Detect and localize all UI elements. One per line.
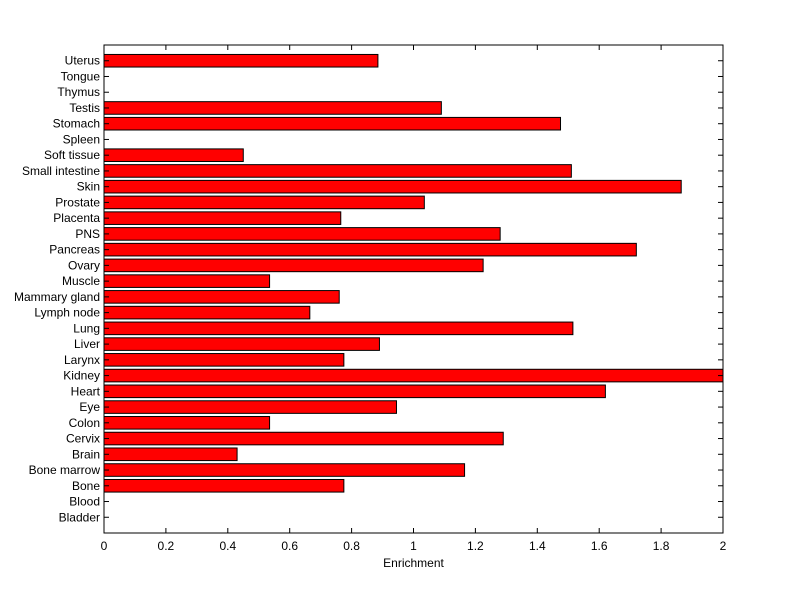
y-tick-label: Placenta (53, 211, 100, 225)
y-tick-label: Muscle (62, 274, 100, 288)
bar-ovary (103, 258, 484, 273)
y-tick-label: Tongue (61, 69, 101, 83)
x-tick-label: 1.6 (591, 539, 608, 553)
y-tick-label: Heart (71, 384, 101, 398)
bar-bone-marrow (103, 463, 466, 477)
x-tick-label: 0.2 (158, 539, 175, 553)
x-axis-label: Enrichment (383, 556, 444, 570)
x-tick-label: 0.4 (219, 539, 236, 553)
y-tick-label: Mammary gland (14, 290, 100, 304)
axes-box (103, 44, 724, 534)
bar-uterus (103, 53, 379, 68)
x-tick-label: 1.2 (467, 539, 484, 553)
bar-eye (103, 400, 397, 414)
y-tick-label: Blood (69, 495, 100, 509)
y-tick-label: Skin (77, 180, 100, 194)
bar-cervix (103, 431, 504, 446)
x-tick-label: 0.8 (343, 539, 360, 553)
bar-larynx (103, 353, 345, 367)
y-tick-label: Prostate (55, 195, 100, 209)
y-tick-label: Eye (79, 400, 100, 414)
y-tick-label: Brain (72, 447, 100, 461)
x-tick-label: 0.6 (281, 539, 298, 553)
y-tick-label: Kidney (63, 369, 100, 383)
y-tick-label: PNS (75, 227, 100, 241)
bar-lung (103, 321, 574, 336)
y-tick-label: Bladder (59, 510, 100, 524)
bar-placenta (103, 211, 342, 225)
y-tick-label: Thymus (57, 85, 100, 99)
bar-heart (103, 384, 606, 399)
y-tick-label: Larynx (64, 353, 100, 367)
bar-colon (103, 416, 271, 430)
axes-group (103, 44, 724, 534)
bar-muscle (103, 274, 271, 288)
y-tick-label: Cervix (66, 432, 100, 446)
x-tick-label: 0 (101, 539, 108, 553)
y-tick-label: Ovary (68, 258, 100, 272)
y-tick-label: Lung (73, 321, 100, 335)
y-tick-label: Stomach (53, 117, 100, 131)
x-tick-label: 2 (720, 539, 727, 553)
bar-mammary-gland (103, 290, 340, 304)
bar-skin (103, 179, 682, 194)
bar-brain (103, 447, 238, 462)
bar-small-intestine (103, 164, 572, 178)
bar-pancreas (103, 242, 637, 257)
y-tick-label: Testis (69, 101, 100, 115)
x-tick-label: 1.8 (653, 539, 670, 553)
x-tick-label: 1 (410, 539, 417, 553)
y-tick-label: Liver (74, 337, 100, 351)
bar-testis (103, 101, 442, 115)
bar-pns (103, 227, 501, 241)
bar-lymph-node (103, 305, 311, 320)
bar-prostate (103, 195, 425, 210)
bar-kidney (103, 368, 724, 383)
bar-liver (103, 337, 380, 351)
bar-stomach (103, 116, 562, 131)
y-tick-label: Colon (69, 416, 100, 430)
y-tick-label: Soft tissue (44, 148, 100, 162)
bar-soft-tissue (103, 148, 244, 162)
x-tick-label: 1.4 (529, 539, 546, 553)
y-tick-label: Bone (72, 479, 100, 493)
y-tick-label: Uterus (65, 54, 100, 68)
y-tick-label: Pancreas (49, 243, 100, 257)
bar-bone (103, 478, 345, 493)
y-tick-label: Small intestine (22, 164, 100, 178)
y-tick-label: Lymph node (34, 306, 100, 320)
y-tick-label: Bone marrow (29, 463, 101, 477)
y-tick-label: Spleen (63, 132, 100, 146)
